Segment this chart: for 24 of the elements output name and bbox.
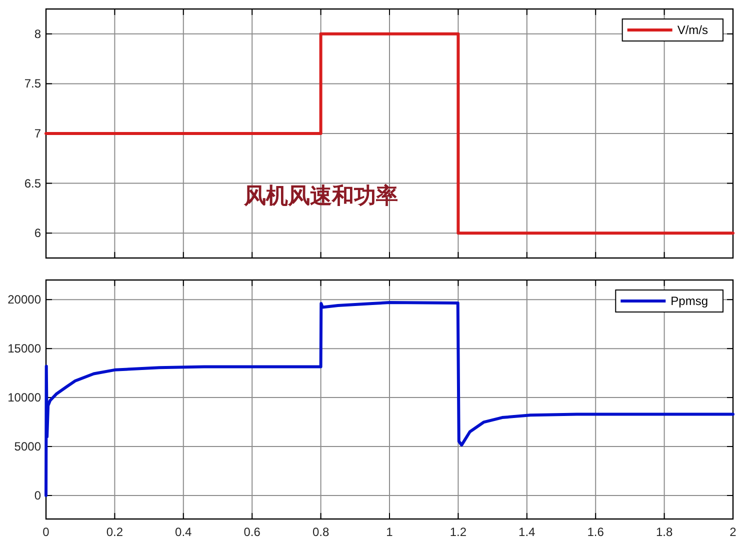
y-tick-label: 15000: [8, 342, 42, 356]
y-tick-label: 0: [34, 488, 42, 502]
text: 风机风速和功率: [242, 183, 398, 210]
y-tick-label: 10000: [8, 390, 42, 405]
x-tick-label: 1.2: [450, 525, 467, 539]
x-tick-label: 1.6: [587, 525, 604, 539]
x-tick-label: 1.8: [656, 525, 673, 539]
x-tick-label: 0.8: [312, 525, 330, 539]
x-tick-label: 0.2: [106, 525, 124, 539]
legend-label: Ppmsg: [670, 294, 708, 308]
legend-label: V/m/s: [677, 23, 708, 37]
x-tick-label: 0.4: [175, 525, 192, 539]
y-tick-label: 6.5: [24, 176, 42, 190]
y-tick-label: 8: [34, 26, 42, 41]
x-tick-label: 2: [730, 525, 737, 539]
y-tick-label: 5000: [14, 440, 42, 454]
y-tick-label: 7: [34, 126, 42, 140]
y-tick-label: 20000: [8, 292, 42, 307]
x-tick-label: 0.6: [244, 525, 261, 539]
y-tick-label: 6: [34, 226, 42, 240]
x-tick-label: 0: [42, 525, 50, 539]
x-tick-label: 1: [386, 525, 394, 539]
x-tick-label: 1.4: [518, 525, 536, 539]
y-tick-label: 7.5: [24, 76, 42, 91]
